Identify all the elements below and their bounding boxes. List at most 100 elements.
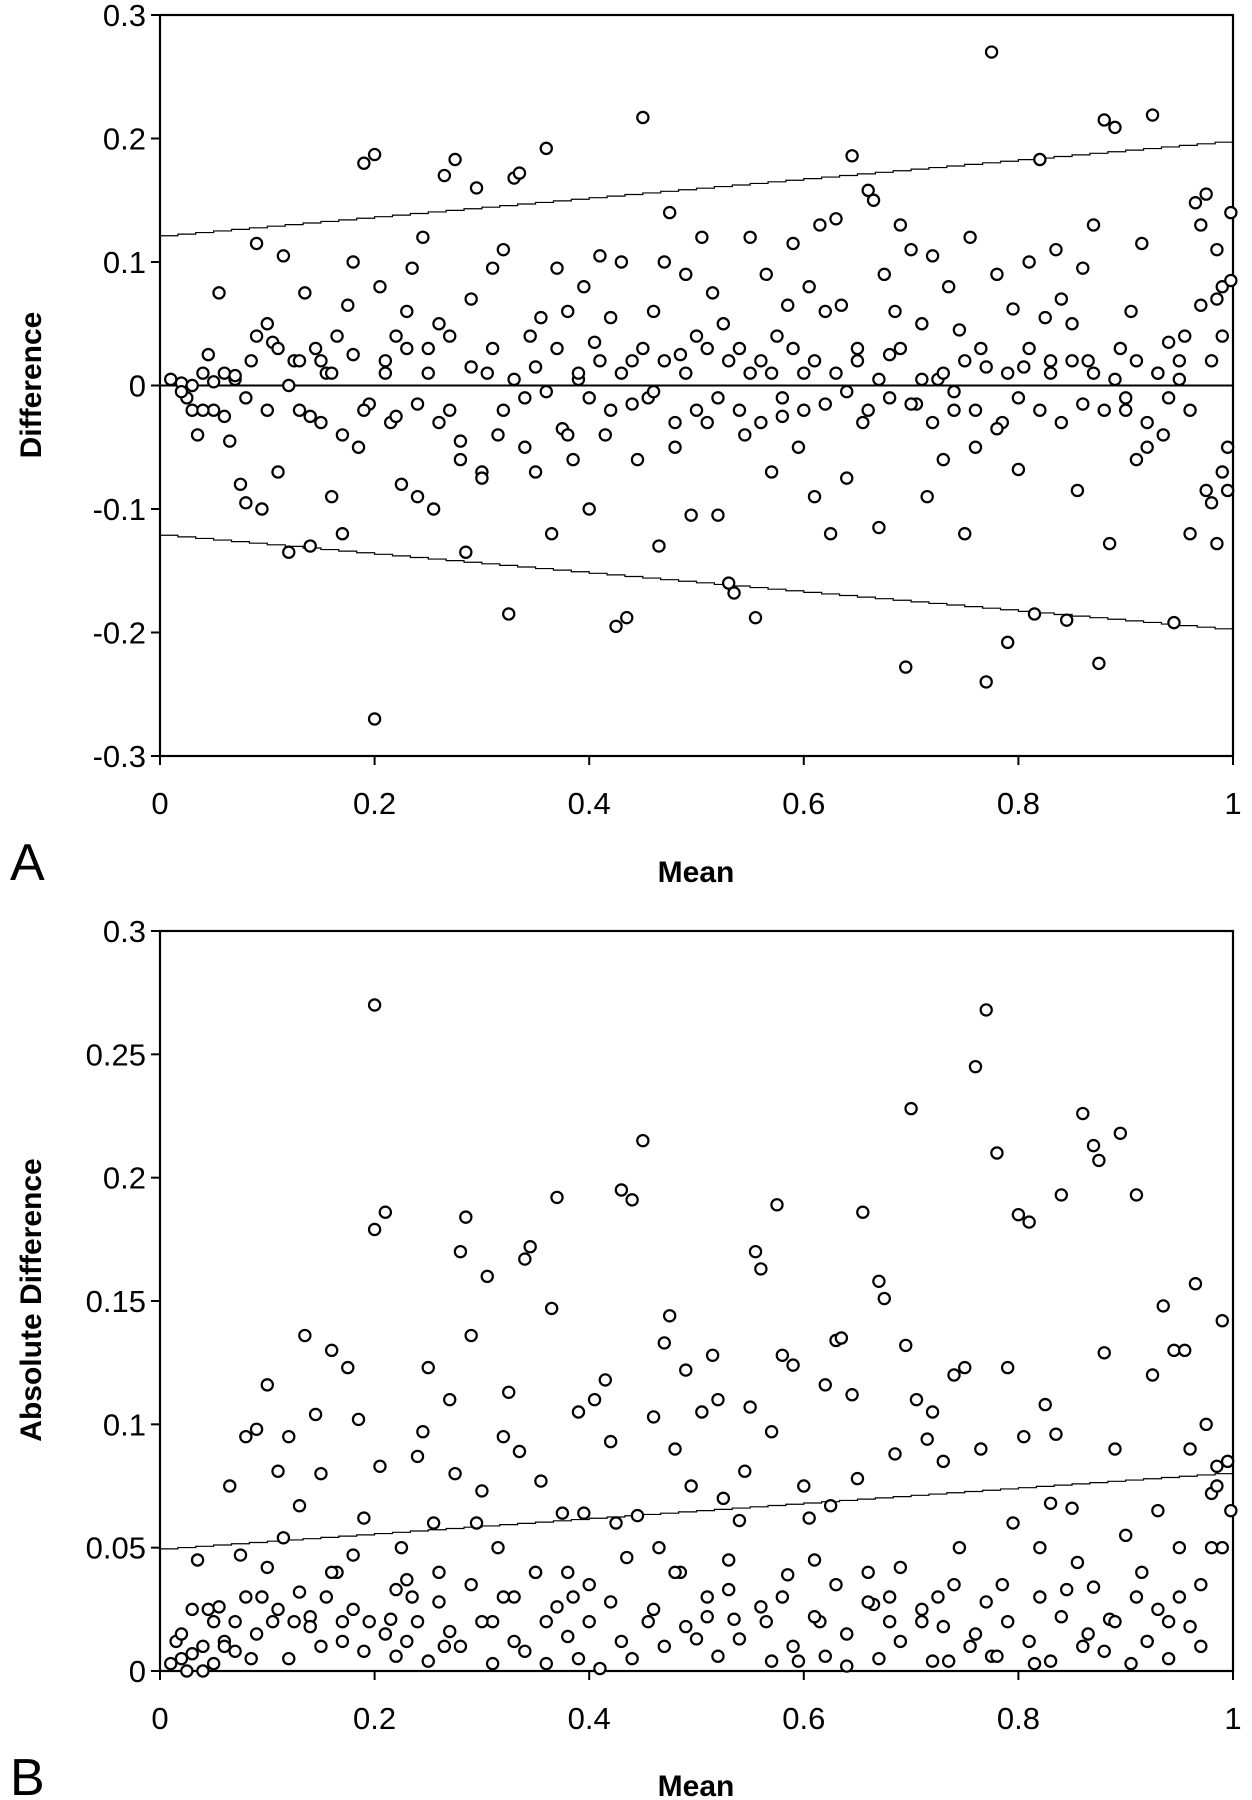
- data-point: [1070, 483, 1085, 498]
- data-point: [845, 1388, 859, 1402]
- data-point: [389, 329, 403, 343]
- data-point: [872, 1651, 886, 1666]
- data-point: [185, 1647, 199, 1661]
- data-point: [818, 397, 832, 411]
- data-point: [636, 110, 650, 125]
- data-point: [561, 1629, 575, 1644]
- data-point: [732, 1513, 747, 1528]
- data-point: [469, 181, 484, 195]
- data-point: [324, 1343, 339, 1358]
- data-point: [1027, 1656, 1042, 1671]
- data-point: [469, 1516, 484, 1530]
- data-point: [636, 341, 650, 356]
- data-point: [797, 366, 811, 380]
- panel-b-reference-lines: [159, 1473, 1233, 1551]
- data-point: [528, 465, 543, 479]
- data-point: [164, 1656, 178, 1671]
- data-point: [1220, 483, 1235, 498]
- data-point: [1178, 329, 1192, 343]
- data-point: [609, 1516, 623, 1530]
- data-point: [1204, 1540, 1219, 1555]
- x-tick-label: 0.2: [353, 786, 396, 821]
- data-point: [614, 1183, 629, 1197]
- data-point: [620, 610, 634, 625]
- data-point: [818, 304, 832, 319]
- data-point: [330, 329, 344, 343]
- data-point: [823, 527, 838, 541]
- y-tick-label: 0.05: [86, 1531, 146, 1566]
- data-point: [539, 1656, 553, 1671]
- data-point: [1102, 536, 1117, 551]
- panel-b-y-tick-labels: 0 0.05 0.1 0.15 0.2 0.25 0.3: [86, 914, 146, 1689]
- data-point: [990, 267, 1004, 282]
- data-point: [1118, 403, 1133, 417]
- data-point: [893, 1560, 908, 1575]
- data-point: [603, 403, 618, 417]
- data-point: [1194, 298, 1208, 312]
- y-tick-label: 0.2: [103, 122, 146, 157]
- data-point: [260, 1560, 274, 1575]
- data-point: [571, 1405, 586, 1419]
- data-point: [1151, 366, 1165, 380]
- data-point: [239, 1429, 253, 1444]
- data-point: [1027, 607, 1042, 621]
- data-point: [335, 1634, 350, 1649]
- data-point: [888, 1447, 902, 1461]
- data-point: [791, 440, 806, 454]
- data-point: [378, 1205, 393, 1219]
- data-point: [657, 1639, 672, 1654]
- data-point: [952, 1540, 967, 1555]
- data-point: [668, 440, 682, 454]
- data-point: [421, 366, 435, 380]
- data-point: [346, 1548, 360, 1562]
- reference-line-upper-limit: [159, 141, 1233, 238]
- data-point: [464, 1328, 478, 1343]
- data-point: [233, 477, 248, 491]
- data-point: [400, 1634, 414, 1649]
- panel-a-y-tick-labels: -0.3 -0.2 -0.1 0 0.1 0.2 0.3: [93, 0, 146, 774]
- data-point: [958, 527, 972, 541]
- data-point: [711, 508, 725, 522]
- data-point: [217, 409, 232, 424]
- data-point: [1183, 527, 1197, 541]
- data-point: [1011, 391, 1026, 405]
- data-point: [1118, 391, 1133, 405]
- data-point: [625, 1193, 639, 1207]
- data-point: [1194, 1639, 1208, 1654]
- data-point: [1086, 218, 1101, 232]
- data-point: [947, 403, 961, 417]
- data-point: [845, 149, 859, 163]
- data-point: [1097, 113, 1111, 127]
- data-point: [1220, 1454, 1235, 1469]
- data-point: [303, 539, 317, 553]
- data-point: [679, 1363, 693, 1377]
- data-point: [485, 261, 500, 275]
- data-point: [496, 1590, 511, 1604]
- data-point: [1092, 656, 1106, 671]
- data-point: [410, 1614, 425, 1629]
- data-point: [652, 539, 666, 553]
- data-point: [646, 384, 661, 399]
- data-point: [764, 366, 779, 380]
- data-point: [764, 465, 779, 479]
- data-point: [1135, 236, 1149, 251]
- data-point: [571, 366, 586, 380]
- data-point: [1006, 302, 1020, 316]
- data-point: [282, 378, 296, 393]
- data-point: [523, 1240, 537, 1254]
- data-point: [925, 1405, 940, 1419]
- data-point: [206, 403, 221, 417]
- data-point: [990, 1649, 1004, 1663]
- data-point: [255, 1590, 269, 1604]
- data-point: [448, 1466, 462, 1481]
- data-point: [164, 372, 178, 387]
- data-point: [566, 452, 580, 467]
- data-point: [539, 384, 553, 399]
- data-point: [539, 141, 553, 156]
- x-tick-label: 0.2: [353, 1701, 396, 1736]
- data-point: [1129, 1188, 1144, 1202]
- data-point: [249, 236, 264, 251]
- data-point: [1000, 1614, 1015, 1629]
- data-point: [593, 249, 607, 263]
- data-point: [587, 1392, 602, 1407]
